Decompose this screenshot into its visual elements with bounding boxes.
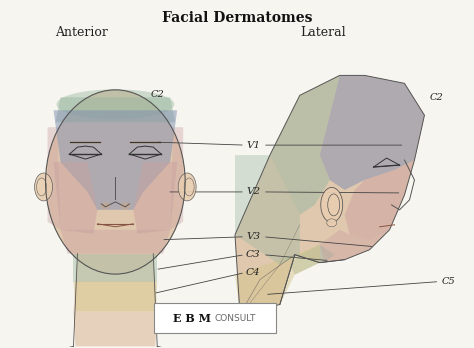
Text: V3: V3 [246,232,260,241]
Ellipse shape [56,89,174,119]
Ellipse shape [321,188,343,222]
Polygon shape [133,162,177,234]
Polygon shape [54,110,177,210]
Polygon shape [270,76,365,215]
Polygon shape [73,254,157,282]
Polygon shape [55,97,175,122]
Text: E B M: E B M [173,313,211,324]
Text: Anterior: Anterior [55,26,109,39]
Text: C2: C2 [150,90,164,99]
Polygon shape [54,162,98,234]
Text: V2: V2 [246,188,260,196]
Text: C4: C4 [246,268,261,277]
Ellipse shape [46,90,185,274]
Text: V1: V1 [246,141,260,150]
Polygon shape [47,127,61,230]
Text: C5: C5 [441,277,455,286]
Polygon shape [73,311,157,346]
Polygon shape [61,230,170,254]
Ellipse shape [35,173,53,201]
Text: C2: C2 [429,93,443,102]
Text: Facial Dermatomes: Facial Dermatomes [162,11,312,25]
Polygon shape [73,282,157,311]
Polygon shape [170,127,183,230]
Ellipse shape [178,173,196,201]
Polygon shape [320,230,390,263]
Polygon shape [320,76,424,190]
Text: C3: C3 [246,250,261,259]
Polygon shape [235,76,424,315]
Polygon shape [290,245,335,275]
Polygon shape [73,254,157,311]
Polygon shape [235,155,300,264]
Polygon shape [235,245,320,315]
Ellipse shape [100,203,110,209]
Polygon shape [345,160,414,240]
Text: CONSULT: CONSULT [214,314,255,323]
Ellipse shape [120,203,130,209]
Text: Lateral: Lateral [300,26,346,39]
FancyBboxPatch shape [154,303,276,333]
Ellipse shape [327,219,337,227]
